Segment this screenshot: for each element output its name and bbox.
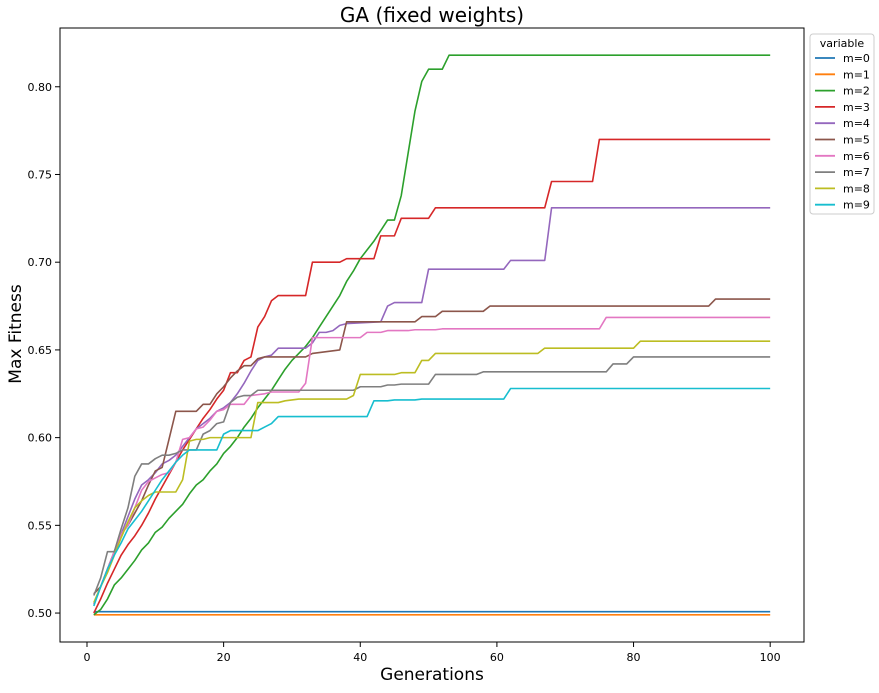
y-tick-label: 0.50 bbox=[28, 607, 53, 620]
x-tick-label: 20 bbox=[217, 651, 231, 664]
legend-entries: m=0 m=1 m=2 m=3 m=4 m=5 m=6 m=7 m=8 m=9 bbox=[815, 52, 870, 212]
y-tick-label: 0.60 bbox=[28, 432, 53, 445]
series-line-m-7 bbox=[93, 356, 771, 596]
series-line-m-9 bbox=[93, 387, 771, 607]
series-line-m-8 bbox=[93, 340, 771, 603]
series-line-m-4 bbox=[93, 207, 771, 605]
series-line-m-2 bbox=[93, 54, 771, 616]
legend-label: m=2 bbox=[843, 85, 870, 98]
legend-box bbox=[809, 33, 875, 215]
x-tick-label: 40 bbox=[353, 651, 367, 664]
legend-label: m=9 bbox=[843, 199, 870, 212]
x-tick-label: 60 bbox=[490, 651, 504, 664]
x-tick-label: 0 bbox=[83, 651, 90, 664]
y-tick-label: 0.65 bbox=[28, 344, 53, 357]
plot-frame bbox=[59, 27, 805, 643]
x-axis-label: Generations bbox=[380, 665, 484, 685]
legend-label: m=1 bbox=[843, 68, 870, 81]
tick-layer: 0 20 40 60 80 100 0.50 0.55 0.60 0.65 0.70 0.75 0.80 bbox=[28, 81, 781, 664]
legend-title: variable bbox=[820, 37, 865, 50]
legend-label: m=0 bbox=[843, 52, 870, 65]
plot-area bbox=[59, 27, 805, 643]
legend-label: m=7 bbox=[843, 166, 870, 179]
legend-label: m=3 bbox=[843, 101, 870, 114]
legend-label: m=5 bbox=[843, 134, 870, 147]
series-layer bbox=[93, 54, 771, 616]
x-tick-label: 80 bbox=[627, 651, 641, 664]
y-tick-label: 0.80 bbox=[28, 81, 53, 94]
y-tick-label: 0.70 bbox=[28, 256, 53, 269]
y-tick-label: 0.55 bbox=[28, 519, 53, 532]
series-line-m-5 bbox=[93, 298, 771, 595]
chart-title: GA (fixed weights) bbox=[340, 3, 524, 27]
y-tick-label: 0.75 bbox=[28, 168, 53, 181]
legend-label: m=8 bbox=[843, 182, 870, 195]
x-tick-label: 100 bbox=[760, 651, 781, 664]
series-line-m-3 bbox=[93, 138, 771, 614]
legend-label: m=6 bbox=[843, 150, 870, 163]
y-axis-label: Max Fitness bbox=[6, 284, 26, 384]
series-line-m-6 bbox=[93, 316, 771, 605]
legend: variable m=0 m=1 m=2 m=3 m=4 m=5 m=6 m=7 m=8 m=9 bbox=[809, 33, 875, 215]
legend-label: m=4 bbox=[843, 117, 870, 130]
